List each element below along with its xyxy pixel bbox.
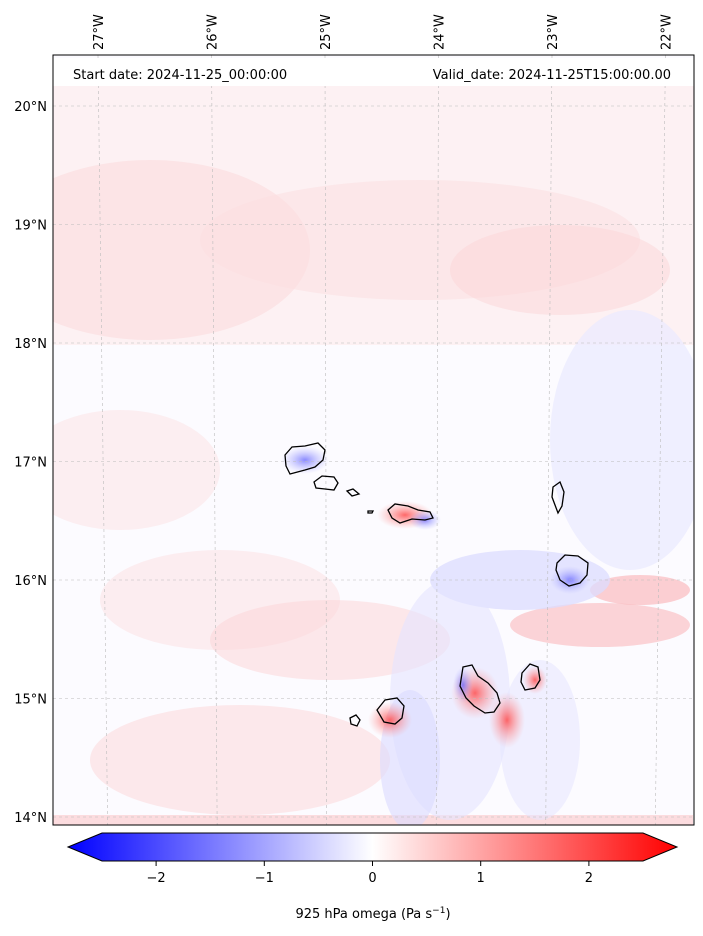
start-date-label: Start date: 2024-11-25_00:00:00 [73, 68, 287, 83]
island-santo-antao [284, 442, 326, 475]
longitude-tick-label: 27°W [92, 14, 107, 50]
valid-date-label: Valid_date: 2024-11-25T15:00:00.00 [433, 68, 671, 83]
latitude-labels: 20°N 19°N 18°N 17°N 16°N 15°N 14°N [14, 100, 47, 826]
header-band [53, 58, 694, 86]
omega-field [53, 85, 694, 825]
colorbar: −2 −1 0 1 2 925 hPa omega (Pa s−1) [66, 832, 679, 922]
island-sal [551, 480, 565, 515]
colorbar-label-exponent: −1 [432, 906, 445, 916]
longitude-tick-label: 22°W [660, 14, 675, 50]
colorbar-tick-label: 0 [368, 871, 376, 886]
latitude-tick-label: 16°N [14, 574, 47, 589]
island-maio [520, 663, 541, 691]
colorbar-gradient [66, 832, 679, 862]
meridian-line [97, 55, 108, 825]
map-panel: Start date: 2024-11-25_00:00:00 Valid_da… [52, 54, 695, 826]
island-boa-vista [555, 554, 589, 587]
colorbar-tick-label: 1 [477, 871, 485, 886]
island-brava [349, 714, 361, 727]
latitude-tick-label: 19°N [14, 219, 47, 234]
longitude-labels: 27°W 26°W 25°W 24°W 23°W 22°W [92, 14, 675, 50]
island-santiago [459, 664, 501, 714]
longitude-tick-label: 24°W [433, 14, 448, 50]
map-frame [52, 54, 695, 826]
island-fogo [376, 697, 405, 725]
colorbar-tick-label: 2 [585, 871, 593, 886]
meridian-line [211, 55, 218, 825]
meridian-line [545, 55, 553, 825]
colorbar-ticks: −2 −1 0 1 2 [147, 861, 593, 886]
meridian-line [324, 55, 327, 825]
colorbar-tick-label: −1 [255, 871, 274, 886]
latitude-tick-label: 15°N [14, 693, 47, 708]
longitude-tick-label: 26°W [206, 14, 221, 50]
island-sao-nicolau [387, 503, 434, 524]
colorbar-label: 925 hPa omega (Pa s−1) [295, 906, 450, 922]
latitude-tick-label: 20°N [14, 100, 47, 115]
island-santa-luzia [345, 488, 361, 497]
colorbar-label-main: 925 hPa omega (Pa s [295, 907, 432, 922]
island-branco [367, 510, 375, 514]
latitude-tick-label: 14°N [14, 811, 47, 826]
latitude-tick-label: 18°N [14, 337, 47, 352]
island-sao-vicente [313, 475, 339, 491]
meridian-line [654, 55, 666, 825]
longitude-tick-label: 23°W [546, 14, 561, 50]
graticule [53, 55, 694, 825]
colorbar-tick-label: −2 [147, 871, 166, 886]
meridian-line [435, 55, 439, 825]
latitude-tick-label: 17°N [14, 456, 47, 471]
colorbar-label-close: ) [445, 907, 450, 922]
longitude-tick-label: 25°W [319, 14, 334, 50]
coastlines [284, 442, 589, 727]
